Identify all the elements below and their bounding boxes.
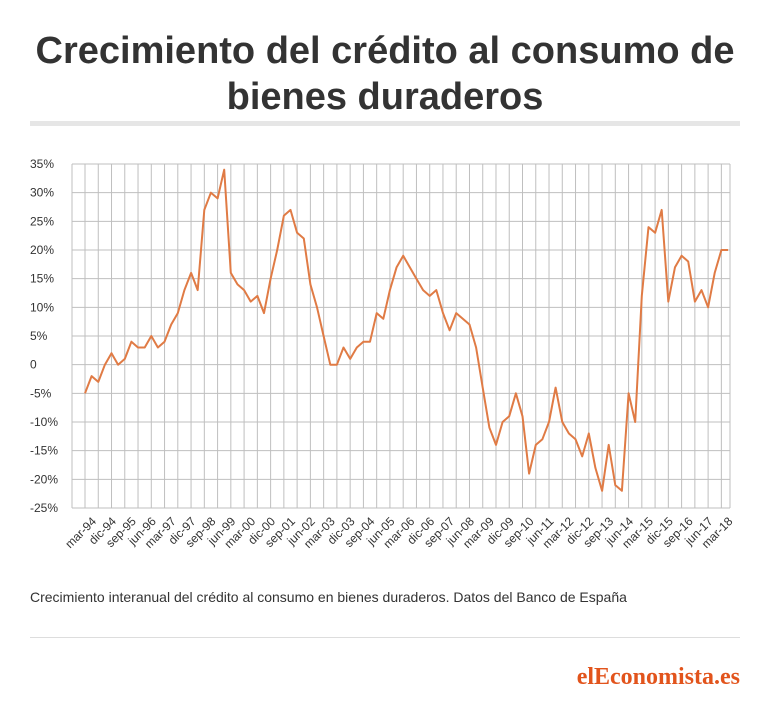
- title-line-2: bienes duraderos: [226, 76, 544, 118]
- y-tick-label: -20%: [30, 472, 58, 486]
- y-tick-label: -25%: [30, 501, 58, 515]
- y-tick-label: 20%: [30, 243, 54, 257]
- y-tick-label: 0: [30, 358, 37, 372]
- line-chart: 35% 30% 25% 20% 15% 10% 5% 0 -5% -10% -15% -20% -25%…: [30, 157, 736, 551]
- footer-divider: [30, 637, 740, 638]
- y-tick-label: -15%: [30, 444, 58, 458]
- y-tick-label: 10%: [30, 300, 54, 314]
- chart-grid: [71, 163, 731, 509]
- title-line-1: Crecimiento del crédito al consumo de: [35, 30, 735, 72]
- y-axis-ticks: 35% 30% 25% 20% 15% 10% 5% 0 -5% -10% -15% -20% -25%: [30, 157, 58, 515]
- y-tick-label: -5%: [30, 386, 52, 400]
- y-tick-label: 30%: [30, 186, 54, 200]
- brand-logo: elEconomista.es: [576, 664, 740, 690]
- y-tick-label: 5%: [30, 329, 48, 343]
- series-line: [84, 168, 728, 492]
- y-tick-label: 35%: [30, 157, 54, 171]
- chart-title: Crecimiento del crédito al consumo de bi…: [20, 28, 750, 120]
- y-tick-label: -10%: [30, 415, 58, 429]
- chart-caption: Crecimiento interanual del crédito al co…: [30, 589, 627, 605]
- y-tick-label: 15%: [30, 272, 54, 286]
- y-tick-label: 25%: [30, 214, 54, 228]
- title-divider: [30, 121, 740, 126]
- x-axis-ticks: mar-94dic-94sep-95jun-96mar-97dic-97sep-…: [62, 514, 735, 551]
